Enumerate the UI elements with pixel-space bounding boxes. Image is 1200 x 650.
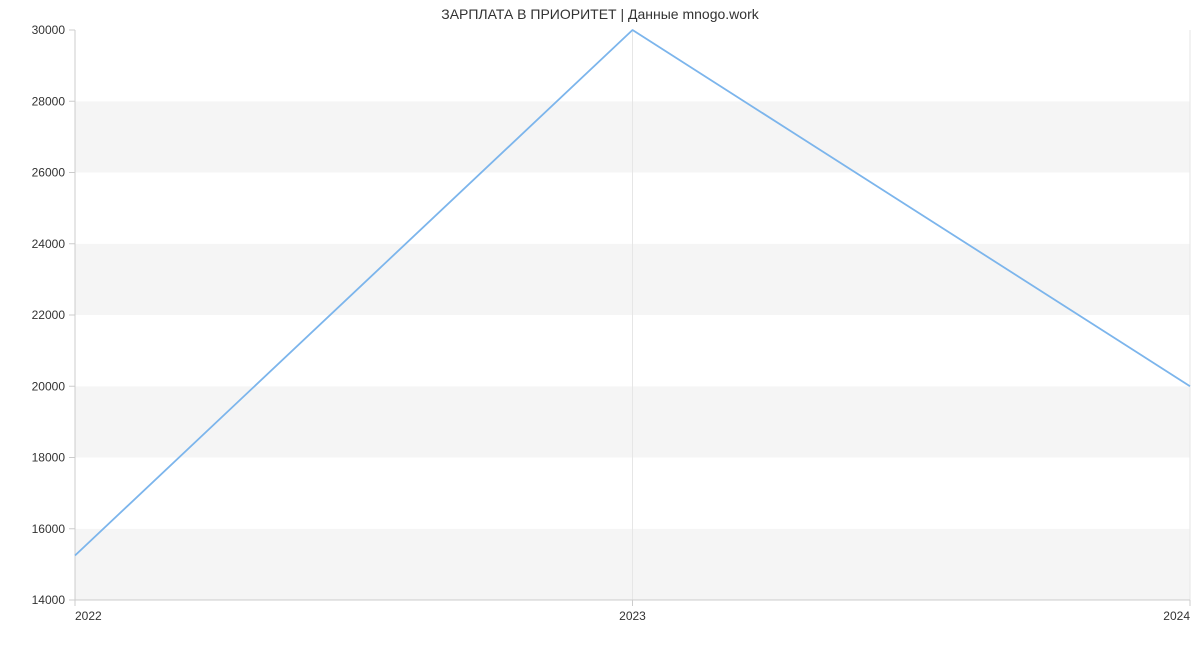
- salary-line-chart: ЗАРПЛАТА В ПРИОРИТЕТ | Данные mnogo.work…: [0, 0, 1200, 650]
- ytick-label: 20000: [32, 379, 66, 393]
- ytick-label: 30000: [32, 23, 66, 37]
- xtick-label: 2022: [75, 609, 102, 623]
- ytick-label: 22000: [32, 308, 66, 322]
- chart-title: ЗАРПЛАТА В ПРИОРИТЕТ | Данные mnogo.work: [0, 6, 1200, 22]
- ytick-label: 26000: [32, 166, 66, 180]
- xtick-label: 2023: [619, 609, 646, 623]
- ytick-label: 24000: [32, 237, 66, 251]
- ytick-label: 18000: [32, 451, 66, 465]
- ytick-label: 14000: [32, 593, 66, 607]
- ytick-label: 28000: [32, 94, 66, 108]
- xtick-label: 2024: [1163, 609, 1190, 623]
- chart-svg: 14000 16000 18000 20000 22000 24000 26000 28000…: [0, 0, 1200, 650]
- ytick-label: 16000: [32, 522, 66, 536]
